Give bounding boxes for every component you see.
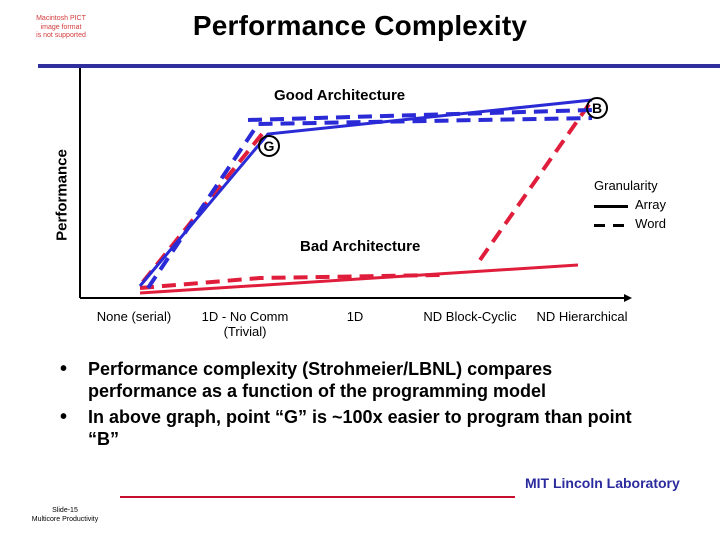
bad-architecture-label: Bad Architecture xyxy=(300,238,421,255)
bullet-item: • Performance complexity (Strohmeier/LBN… xyxy=(60,358,660,404)
footer-divider xyxy=(120,496,515,498)
dashed-line-swatch xyxy=(594,224,628,227)
legend-label: Word xyxy=(635,216,666,231)
slide-number-text: Slide-15 xyxy=(52,507,78,514)
bullet-text: In above graph, point “G” is ~100x easie… xyxy=(88,407,632,449)
slide-subtitle: Multicore Productivity xyxy=(31,516,99,523)
unsupported-image-placeholder: Macintosh PICT image format is not suppo… xyxy=(30,15,92,41)
organization-logo-text: MIT Lincoln Laboratory xyxy=(525,475,680,491)
title-divider xyxy=(38,64,720,68)
solid-line-swatch xyxy=(594,205,628,208)
slide-title: Performance Complexity xyxy=(192,10,528,41)
good-array-line xyxy=(138,98,593,287)
bad-word-rise xyxy=(478,98,594,262)
good-word-line xyxy=(146,116,593,290)
x-tick-label: ND Block-Cyclic xyxy=(423,309,517,324)
legend-title: Granularity xyxy=(594,178,658,193)
bullet-text: Performance complexity (Strohmeier/LBNL)… xyxy=(88,359,553,401)
bullet-icon: • xyxy=(60,406,68,428)
x-tick-label: ND Hierarchical xyxy=(536,309,628,324)
pict-note-line: image format xyxy=(40,23,82,31)
slide-number: Slide-15 Multicore Productivity xyxy=(20,506,110,524)
legend-label: Array xyxy=(634,197,666,212)
point-b-marker: B xyxy=(586,97,608,119)
x-tick-label: None (serial) xyxy=(96,309,172,324)
y-axis-label: Performance xyxy=(53,149,71,241)
bullet-icon: • xyxy=(60,358,68,380)
bad-word-line xyxy=(139,273,441,290)
x-axis-arrow xyxy=(624,294,632,302)
point-g-marker: G xyxy=(258,135,280,157)
x-tick-label: 1D xyxy=(346,309,364,324)
pict-note-line: Macintosh PICT xyxy=(36,15,86,22)
x-tick-label: 1D - No Comm (Trivial) xyxy=(201,309,289,339)
legend-item-array: Array xyxy=(594,197,666,215)
legend-item-word: Word xyxy=(594,216,666,234)
bad-array-line xyxy=(139,263,579,295)
bullet-item: • In above graph, point “G” is ~100x eas… xyxy=(60,406,660,452)
good-architecture-label: Good Architecture xyxy=(274,87,406,104)
good-word-top xyxy=(247,108,593,122)
pict-note-line: is not supported xyxy=(36,32,86,39)
